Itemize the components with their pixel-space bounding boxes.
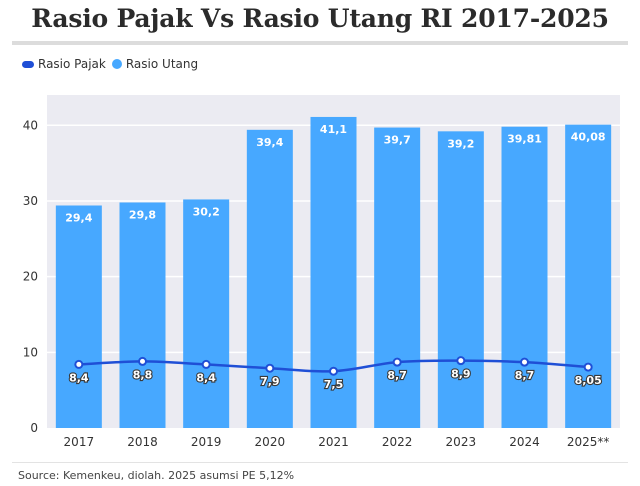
x-tick-label: 2024 xyxy=(509,435,540,449)
bar-rasio-utang[interactable] xyxy=(246,129,293,428)
legend-swatch-rasio-pajak xyxy=(22,60,34,68)
bar-data-label: 30,2 xyxy=(193,205,220,218)
footer-divider xyxy=(12,462,628,463)
bar-rasio-utang[interactable] xyxy=(437,131,484,428)
point-rasio-pajak[interactable] xyxy=(392,357,402,367)
point-data-label: 7,5 xyxy=(324,378,344,391)
point-data-label: 8,4 xyxy=(196,371,216,384)
chart-title: Rasio Pajak Vs Rasio Utang RI 2017-2025 xyxy=(31,4,609,33)
point-rasio-pajak[interactable] xyxy=(138,356,147,366)
title-divider xyxy=(12,41,628,45)
legend-label-rasio-pajak: Rasio Pajak xyxy=(38,57,106,71)
x-tick-label: 2018 xyxy=(127,435,158,449)
bar-rasio-utang[interactable] xyxy=(183,199,230,428)
x-tick-label: 2017 xyxy=(64,435,95,449)
bar-data-label: 29,8 xyxy=(129,208,156,221)
x-tick-label: 2023 xyxy=(446,435,477,449)
point-data-label: 8,8 xyxy=(133,368,153,381)
point-rasio-pajak[interactable] xyxy=(265,363,275,373)
y-tick-label: 20 xyxy=(23,270,38,284)
bar-data-label: 29,4 xyxy=(65,211,92,224)
bar-rasio-utang[interactable] xyxy=(55,205,102,428)
legend: Rasio Pajak Rasio Utang xyxy=(22,57,204,71)
x-tick-label: 2021 xyxy=(318,435,349,449)
point-data-label: 8,05 xyxy=(575,374,602,387)
x-tick-label: 2025** xyxy=(567,435,610,449)
bar-data-label: 39,81 xyxy=(507,133,542,146)
point-rasio-pajak[interactable] xyxy=(201,359,211,369)
y-tick-label: 40 xyxy=(23,118,38,132)
point-data-label: 8,9 xyxy=(451,368,471,381)
bar-rasio-utang[interactable] xyxy=(501,126,548,428)
chart-plot: 0 10 20 30 40 29,4 29,8 30,2 39,4 41,1 39,7 39,2 39,… xyxy=(23,95,620,449)
x-tick-label: 2022 xyxy=(382,435,413,449)
bar-rasio-utang[interactable] xyxy=(565,124,612,429)
point-rasio-pajak[interactable] xyxy=(583,362,593,372)
bar-data-label: 39,7 xyxy=(384,134,411,147)
bar-data-label: 41,1 xyxy=(320,123,347,136)
x-tick-label: 2020 xyxy=(255,435,286,449)
bar-data-label: 39,4 xyxy=(256,136,283,149)
bar-data-label: 40,08 xyxy=(571,131,606,144)
point-data-label: 8,4 xyxy=(69,371,89,384)
y-tick-label: 10 xyxy=(23,345,38,359)
y-tick-label: 0 xyxy=(30,421,38,435)
bar-rasio-utang[interactable] xyxy=(374,127,421,428)
point-rasio-pajak[interactable] xyxy=(329,366,338,376)
legend-item-rasio-utang[interactable]: Rasio Utang xyxy=(111,57,199,71)
source-note: Source: Kemenkeu, diolah. 2025 asumsi PE… xyxy=(18,469,295,482)
point-rasio-pajak[interactable] xyxy=(456,356,466,366)
bar-rasio-utang[interactable] xyxy=(310,116,357,428)
point-rasio-pajak[interactable] xyxy=(74,359,84,369)
y-tick-label: 30 xyxy=(23,194,38,208)
point-data-label: 8,7 xyxy=(515,369,535,382)
point-data-label: 8,7 xyxy=(387,369,407,382)
legend-item-rasio-pajak[interactable]: Rasio Pajak xyxy=(22,57,106,71)
point-rasio-pajak[interactable] xyxy=(520,357,529,367)
point-data-label: 7,9 xyxy=(260,375,280,388)
legend-label-rasio-utang: Rasio Utang xyxy=(125,57,199,71)
bar-rasio-utang[interactable] xyxy=(119,202,166,428)
legend-swatch-rasio-utang xyxy=(111,59,122,69)
bar-data-label: 39,2 xyxy=(447,137,474,150)
x-tick-label: 2019 xyxy=(191,435,222,449)
